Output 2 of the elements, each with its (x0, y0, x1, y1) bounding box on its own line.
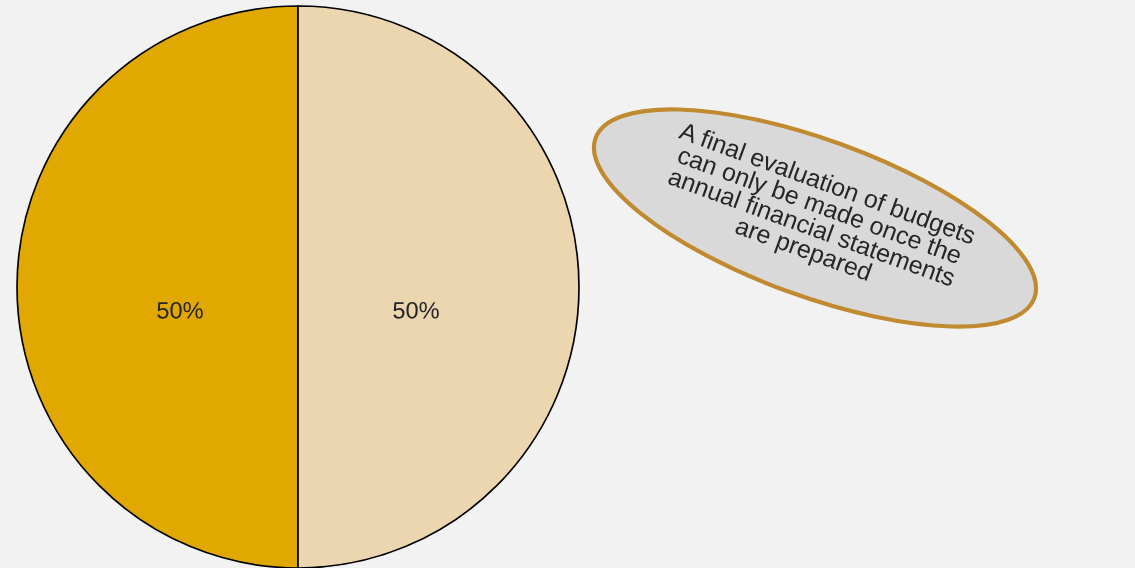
data-label: 50% (157, 301, 203, 319)
data-label: 50% (393, 301, 439, 319)
